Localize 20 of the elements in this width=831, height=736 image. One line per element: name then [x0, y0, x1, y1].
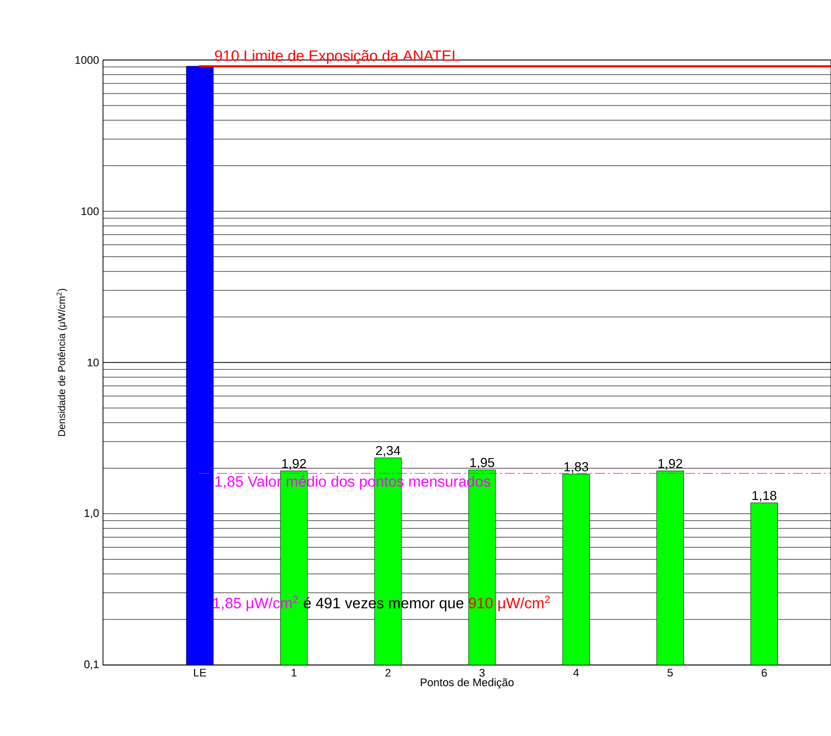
- x-tick-label: 1: [292, 668, 296, 676]
- x-tick-label: 6: [762, 668, 767, 677]
- x-tick-label: 2: [385, 668, 391, 677]
- x-axis-title: Pontos de Medição: [420, 678, 514, 688]
- data-label: 1,95: [470, 458, 494, 469]
- data-label: 1,92: [658, 458, 682, 470]
- x-tick-label: 3: [479, 668, 485, 677]
- data-label: 1,92: [282, 458, 306, 470]
- x-tick-label: 5: [668, 668, 673, 677]
- x-tick-label: LE: [194, 668, 206, 676]
- x-tick-label: 4: [573, 668, 579, 676]
- y-tick-label: 1,0: [84, 509, 99, 518]
- y-tick-label: 100: [82, 207, 99, 216]
- y-tick-label: 1000: [76, 56, 99, 64]
- y-tick-label: 10: [88, 358, 99, 366]
- data-label: 2,34: [376, 446, 400, 457]
- y-axis-title: Densidade de Potência (μW/cm$^{2}$): [56, 288, 68, 436]
- data-label: 1,18: [752, 490, 776, 502]
- annotation: 910 μW/cm$^{2}$: [468, 596, 550, 612]
- y-tick-label: 0,1: [84, 660, 99, 670]
